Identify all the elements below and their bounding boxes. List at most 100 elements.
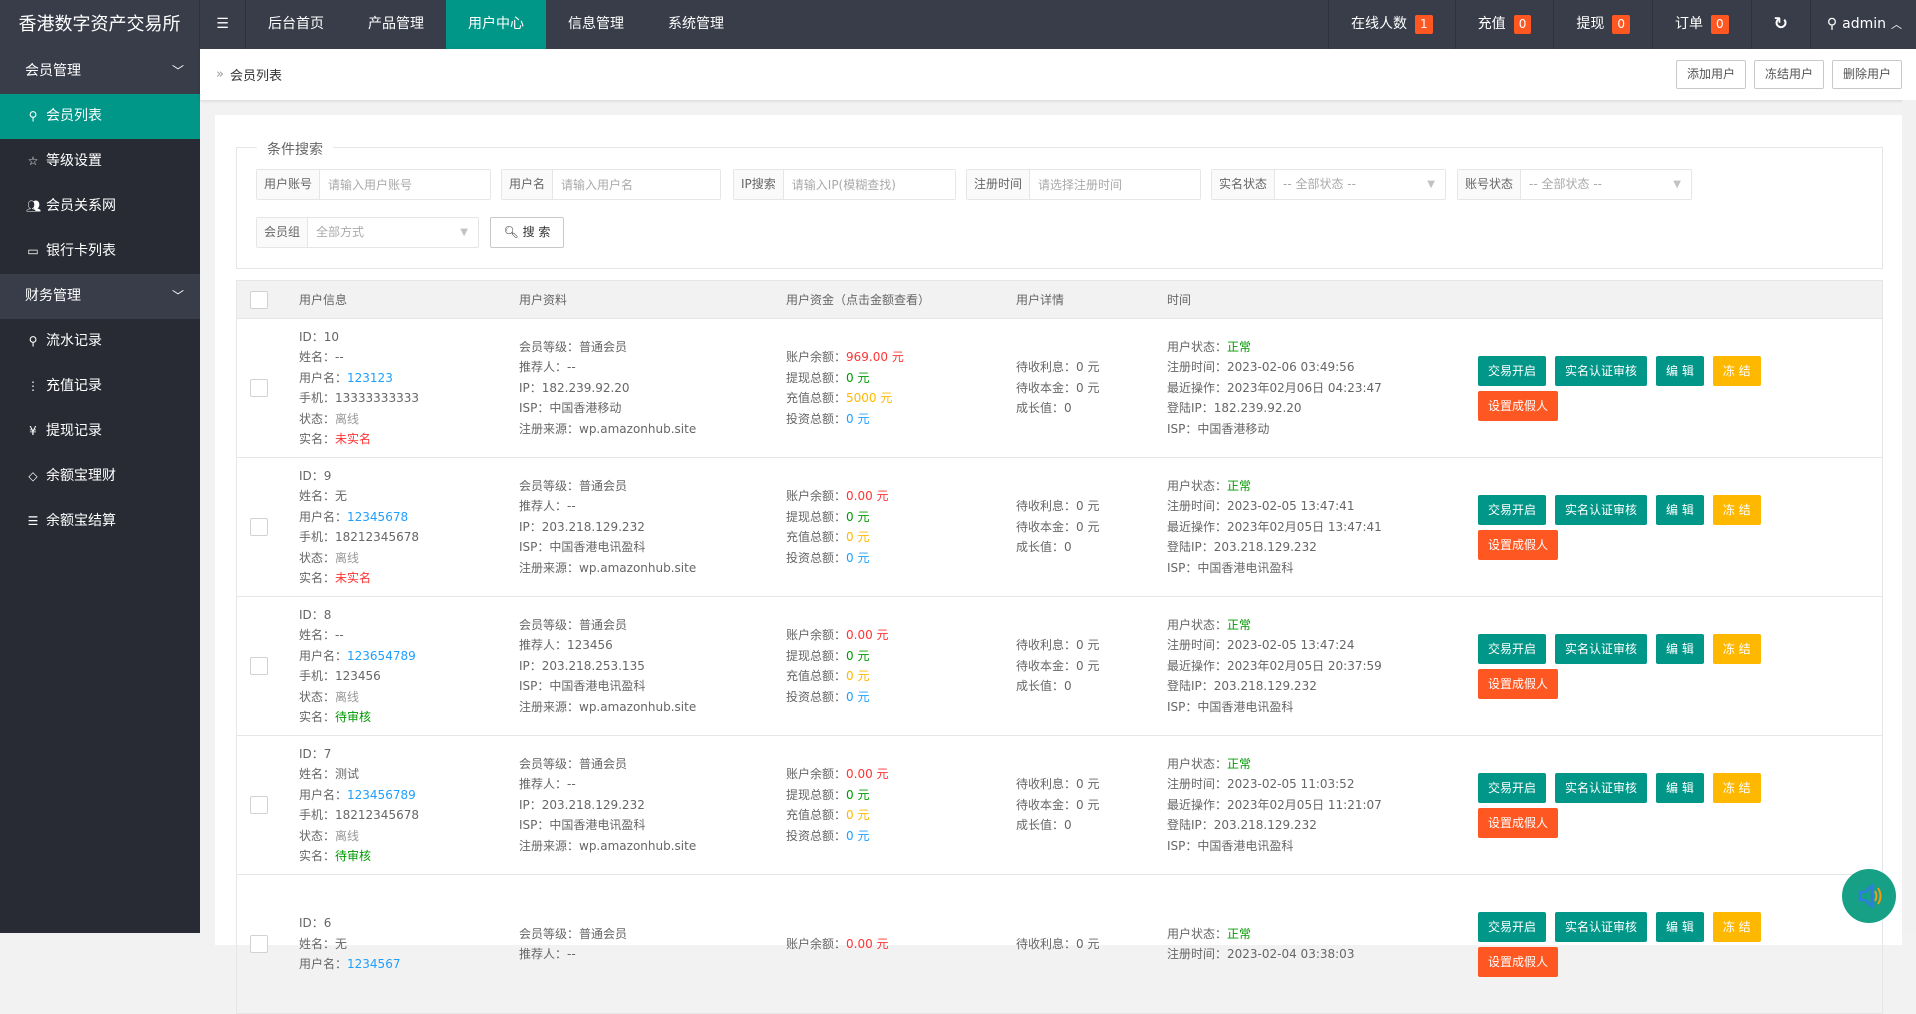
recharge-total[interactable]: 充值总额：5000 元 xyxy=(786,388,904,409)
username-value[interactable]: 123123 xyxy=(347,370,393,385)
username-value[interactable]: 12345678 xyxy=(347,509,409,524)
sidebar-item[interactable]: ▭ 银行卡列表 xyxy=(0,229,200,274)
trade-enable-button[interactable]: 交易开启 xyxy=(1478,911,1547,942)
nav-home[interactable]: 后台首页 xyxy=(268,16,324,32)
freeze-button[interactable]: 冻 结 xyxy=(1712,772,1761,803)
select-all-checkbox[interactable] xyxy=(250,291,268,309)
invest-total-value[interactable]: 0 元 xyxy=(846,411,870,426)
username-value[interactable]: 123456789 xyxy=(347,787,416,802)
nav-info[interactable]: 信息管理 xyxy=(568,16,624,32)
account-field[interactable]: 用户账号 xyxy=(256,169,491,200)
withdraw-total[interactable]: 提现总额：0 元 xyxy=(786,646,889,667)
username-value[interactable]: 123654789 xyxy=(347,648,416,663)
username[interactable]: 用户名：12345678 xyxy=(299,507,419,528)
sidebar-item[interactable]: ☰ 余额宝结算 xyxy=(0,499,200,544)
recharge-total-value[interactable]: 0 元 xyxy=(846,669,870,683)
account-balance[interactable]: 账户余额：0.00 元 xyxy=(786,625,889,646)
recharge-total-value[interactable]: 5000 元 xyxy=(846,391,893,405)
recharge-total[interactable]: 充值总额：0 元 xyxy=(786,527,889,548)
sidebar-item[interactable]: ⋮ 充值记录 xyxy=(0,364,200,409)
account-input[interactable] xyxy=(320,170,490,199)
sidebar-group-group1[interactable]: 会员管理 ﹀ xyxy=(0,49,200,94)
account-balance-value[interactable]: 0.00 元 xyxy=(846,936,889,951)
row-checkbox[interactable] xyxy=(250,796,268,814)
search-button[interactable]: 🔍︎ 搜 索 xyxy=(490,217,564,248)
sidebar-item[interactable]: ⚲ 流水记录 xyxy=(0,319,200,364)
ip-field[interactable]: IP搜索 xyxy=(733,169,956,200)
menu-toggle-icon[interactable]: ☰ xyxy=(200,0,246,49)
recharge-total-value[interactable]: 0 元 xyxy=(846,808,870,822)
nav-user-center[interactable]: 用户中心 xyxy=(446,0,546,49)
recharge-count[interactable]: 充值 0 xyxy=(1454,0,1554,49)
regtime-field[interactable]: 注册时间 xyxy=(966,169,1201,200)
freeze-button[interactable]: 冻 结 xyxy=(1712,494,1761,525)
invest-total[interactable]: 投资总额：0 元 xyxy=(786,409,904,430)
account-balance-value[interactable]: 0.00 元 xyxy=(846,628,889,642)
sidebar-item[interactable]: ¥ 提现记录 xyxy=(0,409,200,454)
withdraw-count[interactable]: 提现 0 xyxy=(1553,0,1652,49)
account-balance-value[interactable]: 0.00 元 xyxy=(846,489,889,503)
set-fake-button[interactable]: 设置成假人 xyxy=(1478,529,1559,560)
invest-total-value[interactable]: 0 元 xyxy=(846,828,870,843)
group-select[interactable]: 会员组 全部方式 ▼ xyxy=(256,217,479,248)
trade-enable-button[interactable]: 交易开启 xyxy=(1478,772,1547,803)
status-select[interactable]: 账号状态 -- 全部状态 -- ▼ xyxy=(1457,169,1692,200)
verify-button[interactable]: 实名认证审核 xyxy=(1555,633,1648,664)
freeze-button[interactable]: 冻 结 xyxy=(1712,911,1761,942)
nav-system[interactable]: 系统管理 xyxy=(668,16,724,32)
verify-button[interactable]: 实名认证审核 xyxy=(1555,494,1648,525)
account-balance[interactable]: 账户余额：0.00 元 xyxy=(786,934,889,955)
set-fake-button[interactable]: 设置成假人 xyxy=(1478,946,1559,977)
ip-input[interactable] xyxy=(783,170,955,199)
edit-button[interactable]: 编 辑 xyxy=(1656,772,1704,803)
trade-enable-button[interactable]: 交易开启 xyxy=(1478,355,1547,386)
username-value[interactable]: 1234567 xyxy=(347,957,401,972)
invest-total[interactable]: 投资总额：0 元 xyxy=(786,826,889,847)
invest-total-value[interactable]: 0 元 xyxy=(846,689,870,704)
freeze-user-button[interactable]: 冻结用户 xyxy=(1753,60,1824,89)
nav-products[interactable]: 产品管理 xyxy=(368,16,424,32)
username[interactable]: 用户名：1234567 xyxy=(299,954,400,975)
withdraw-total[interactable]: 提现总额：0 元 xyxy=(786,507,889,528)
online-count[interactable]: 在线人数 1 xyxy=(1328,0,1455,49)
invest-total[interactable]: 投资总额：0 元 xyxy=(786,687,889,708)
edit-button[interactable]: 编 辑 xyxy=(1656,355,1704,386)
edit-button[interactable]: 编 辑 xyxy=(1656,633,1704,664)
account-balance[interactable]: 账户余额：969.00 元 xyxy=(786,347,904,368)
edit-button[interactable]: 编 辑 xyxy=(1656,911,1704,942)
account-balance-value[interactable]: 0.00 元 xyxy=(846,767,889,781)
recharge-total-value[interactable]: 0 元 xyxy=(846,530,870,544)
set-fake-button[interactable]: 设置成假人 xyxy=(1478,390,1559,421)
withdraw-total[interactable]: 提现总额：0 元 xyxy=(786,368,904,389)
delete-user-button[interactable]: 删除用户 xyxy=(1831,60,1902,89)
withdraw-total-value[interactable]: 0 元 xyxy=(846,370,870,385)
sidebar-item[interactable]: ☆ 等级设置 xyxy=(0,139,200,184)
row-checkbox[interactable] xyxy=(250,657,268,675)
sidebar-item[interactable]: 👥︎ 会员关系网 xyxy=(0,184,200,229)
username[interactable]: 用户名：123456789 xyxy=(299,785,419,806)
verify-button[interactable]: 实名认证审核 xyxy=(1555,355,1648,386)
username-field[interactable]: 用户名 xyxy=(501,169,721,200)
withdraw-total-value[interactable]: 0 元 xyxy=(846,509,870,524)
recharge-total[interactable]: 充值总额：0 元 xyxy=(786,805,889,826)
sidebar-item[interactable]: ◇ 余额宝理财 xyxy=(0,454,200,499)
account-balance[interactable]: 账户余额：0.00 元 xyxy=(786,764,889,785)
withdraw-total-value[interactable]: 0 元 xyxy=(846,787,870,802)
edit-button[interactable]: 编 辑 xyxy=(1656,494,1704,525)
invest-total-value[interactable]: 0 元 xyxy=(846,550,870,565)
username[interactable]: 用户名：123123 xyxy=(299,368,419,389)
verify-button[interactable]: 实名认证审核 xyxy=(1555,772,1648,803)
row-checkbox[interactable] xyxy=(250,518,268,536)
set-fake-button[interactable]: 设置成假人 xyxy=(1478,668,1559,699)
speaker-float-button[interactable] xyxy=(1842,869,1896,923)
order-count[interactable]: 订单 0 xyxy=(1651,0,1751,49)
row-checkbox[interactable] xyxy=(250,935,268,953)
trade-enable-button[interactable]: 交易开启 xyxy=(1478,494,1547,525)
withdraw-total-value[interactable]: 0 元 xyxy=(846,648,870,663)
freeze-button[interactable]: 冻 结 xyxy=(1712,355,1761,386)
invest-total[interactable]: 投资总额：0 元 xyxy=(786,548,889,569)
account-balance[interactable]: 账户余额：0.00 元 xyxy=(786,486,889,507)
recharge-total[interactable]: 充值总额：0 元 xyxy=(786,666,889,687)
trade-enable-button[interactable]: 交易开启 xyxy=(1478,633,1547,664)
user-menu[interactable]: ⚲ admin ︿ xyxy=(1809,0,1916,49)
